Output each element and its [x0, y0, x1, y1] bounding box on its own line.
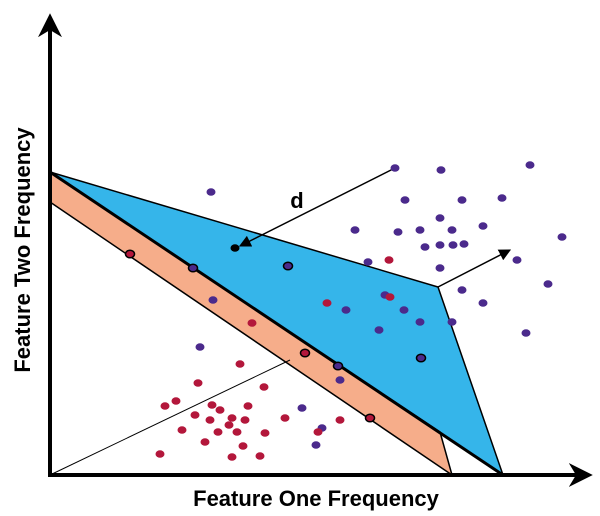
support-vector [282, 261, 294, 271]
class-b-point [384, 256, 394, 264]
class-b-point [224, 421, 234, 429]
class-b-point [313, 428, 323, 436]
class-a-point [435, 264, 445, 272]
class-a-point [447, 226, 457, 234]
decision-boundary [49, 170, 504, 477]
class-a-point [521, 329, 531, 337]
class-a-point [525, 161, 535, 169]
class-a-point [297, 404, 307, 412]
class-a-point [478, 222, 488, 230]
class-b-point [160, 402, 170, 410]
x-axis-label: Feature One Frequency [193, 486, 440, 511]
distance-label: d [290, 188, 303, 213]
distance-arrow [238, 167, 396, 247]
class-a-point [393, 228, 403, 236]
class-b-point [322, 299, 332, 307]
class-b-point [240, 416, 250, 424]
class-a-point [447, 318, 457, 326]
class-b-point [171, 397, 181, 405]
class-a-point [512, 256, 522, 264]
class-a-point [448, 241, 458, 249]
class-b-point [207, 401, 217, 409]
points [124, 161, 567, 461]
class-a-point [435, 214, 445, 222]
class-a-point [206, 188, 216, 196]
class-a-point [435, 241, 445, 249]
class-a-point [459, 240, 469, 248]
class-a-point [497, 194, 507, 202]
support-vector [124, 249, 136, 259]
class-a-point [341, 306, 351, 314]
class-a-point [311, 441, 321, 449]
class-b-point [227, 453, 237, 461]
class-a-point [399, 306, 409, 314]
class-a-point [374, 326, 384, 334]
class-b-point [259, 383, 269, 391]
class-b-point [227, 414, 237, 422]
class-a-point [208, 296, 218, 304]
class-b-point [260, 429, 270, 437]
class-a-point [436, 166, 446, 174]
class-b-point [200, 438, 210, 446]
class-b-point [243, 402, 253, 410]
class-a-point [363, 258, 373, 266]
y-axis-label: Feature Two Frequency [10, 127, 35, 373]
support-vector [364, 413, 376, 423]
class-a-point [195, 343, 205, 351]
class-a-point [415, 318, 425, 326]
class-a-point [415, 226, 425, 234]
class-b-point [155, 450, 165, 458]
class-a-point [543, 280, 553, 288]
vector-line [49, 359, 291, 476]
support-vector [187, 263, 199, 273]
class-b-point [213, 428, 223, 436]
class-b-point [385, 293, 395, 301]
support-vector [299, 348, 311, 358]
class-a-point [335, 376, 345, 384]
class-b-point [280, 414, 290, 422]
class-b-point [335, 416, 345, 424]
class-a-point [478, 299, 488, 307]
class-b-point [232, 428, 242, 436]
class-a-point [350, 226, 360, 234]
class-b-point [205, 416, 215, 424]
class-b-point [193, 379, 203, 387]
query-point [230, 244, 240, 252]
class-b-point [255, 452, 265, 460]
class-a-point [457, 286, 467, 294]
class-b-point [190, 411, 200, 419]
class-a-point [420, 243, 430, 251]
class-a-point [557, 233, 567, 241]
class-b-point [215, 406, 225, 414]
support-vector [332, 361, 344, 371]
class-a-point [400, 196, 410, 204]
class-a-point [390, 164, 400, 172]
class-b-point [235, 360, 245, 368]
support-vector [415, 353, 427, 363]
class-b-point [177, 426, 187, 434]
direction-arrow [437, 249, 512, 288]
class-b-point [238, 442, 248, 450]
class-b-point [247, 319, 257, 327]
class-a-point [457, 196, 467, 204]
